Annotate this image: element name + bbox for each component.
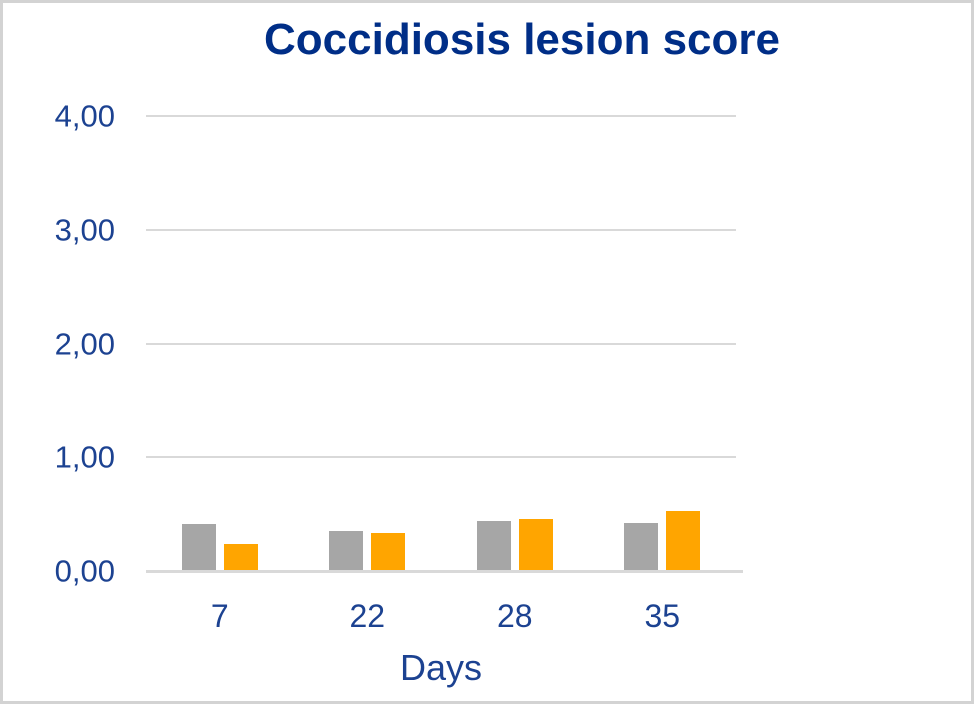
- bar-orange-series-day-35: [666, 510, 701, 570]
- chart-title: Coccidiosis lesion score: [264, 15, 780, 64]
- y-tick-label: 2,00: [54, 326, 115, 361]
- y-tick-label: 3,00: [54, 212, 115, 248]
- gridline: [146, 228, 736, 231]
- y-tick-label: 4,00: [54, 98, 115, 134]
- gridline: [146, 456, 736, 459]
- bar-orange-series-day-22: [371, 533, 406, 570]
- y-tick-label: 0,00: [54, 553, 115, 589]
- x-axis-title: Days: [399, 647, 483, 688]
- x-tick-label: 7: [210, 598, 229, 634]
- x-axis-line: [146, 570, 743, 573]
- bar-gray-series-day-28: [476, 520, 511, 570]
- bar-orange-series-day-28: [518, 518, 553, 570]
- bar-orange-series-day-7: [223, 543, 258, 570]
- y-tick-label: 1,00: [54, 439, 115, 475]
- bar-gray-series-day-22: [329, 531, 364, 570]
- x-tick-label: 22: [349, 598, 386, 634]
- bar-gray-series-day-7: [181, 524, 216, 570]
- x-tick-label: 35: [644, 598, 681, 634]
- x-tick-label: 28: [496, 598, 533, 634]
- plot-area: [146, 115, 743, 573]
- gridline: [146, 115, 736, 117]
- bar-gray-series-day-35: [624, 523, 659, 570]
- gridline: [146, 342, 736, 345]
